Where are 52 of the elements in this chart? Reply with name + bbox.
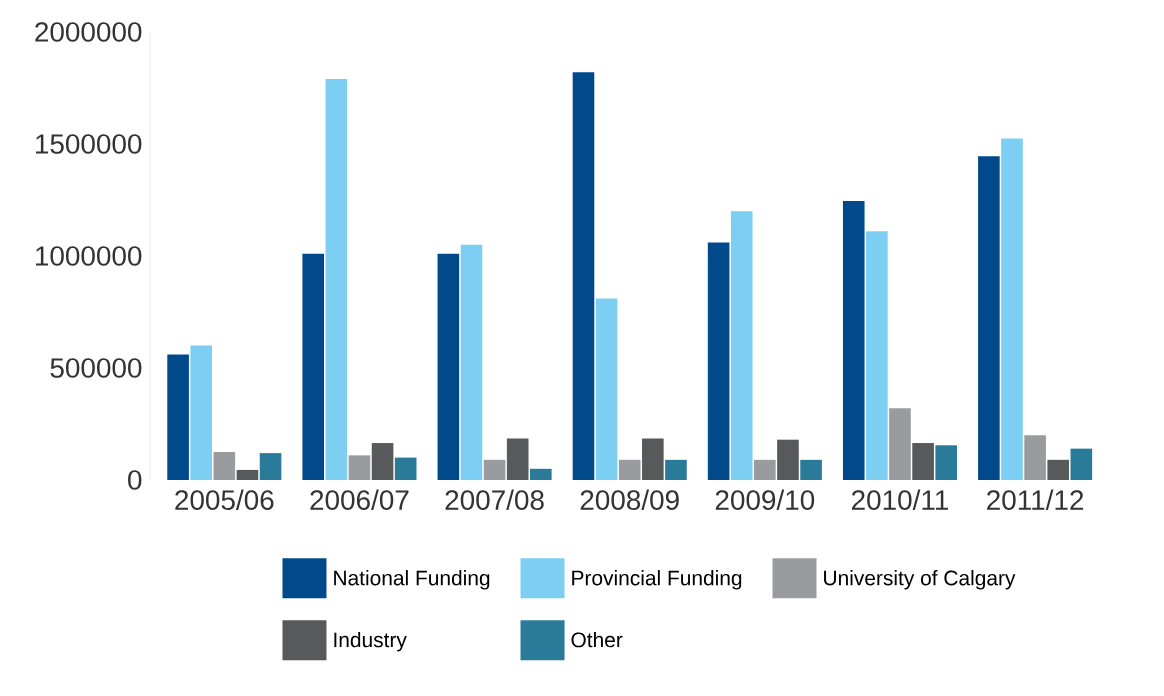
y-tick-label: 1000000 [36, 246, 142, 266]
bar [642, 438, 664, 480]
bar [190, 345, 213, 480]
bar [371, 443, 394, 480]
bar [618, 459, 641, 480]
x-tick-label: 2005/06 [175, 489, 274, 510]
bar [978, 156, 1000, 480]
legend-label: University of Calgary [824, 570, 1016, 590]
bar [302, 253, 325, 480]
bar [595, 298, 618, 480]
bar [754, 459, 776, 480]
legend-label: Other [571, 631, 623, 648]
bar [935, 445, 958, 480]
legend-label: National Funding [334, 570, 490, 590]
bar [325, 79, 348, 480]
bar [707, 242, 730, 480]
bar [730, 211, 753, 480]
y-tick-label: 500000 [50, 358, 142, 378]
bar [348, 455, 371, 480]
bar [842, 201, 865, 480]
bar [530, 468, 552, 480]
x-tick-label: 2009/10 [715, 489, 815, 510]
bar [506, 438, 529, 480]
bar [213, 452, 236, 480]
legend-label: Industry [334, 631, 407, 652]
bar [777, 439, 799, 480]
bar [460, 244, 483, 480]
y-tick-label: 1500000 [36, 134, 142, 154]
bar [1024, 435, 1046, 480]
bar [437, 253, 460, 480]
x-tick-label: 2007/08 [445, 489, 544, 510]
bar [800, 459, 822, 480]
bar [1047, 459, 1070, 480]
bar [665, 459, 687, 480]
bar [236, 469, 259, 480]
y-tick-label: 2000000 [35, 22, 142, 42]
bar [483, 459, 506, 480]
x-tick-label: 2011/12 [987, 489, 1084, 510]
x-tick-label: 2008/09 [580, 489, 679, 510]
bar [167, 354, 189, 480]
bar [1070, 448, 1093, 480]
bar [259, 453, 282, 480]
bar [912, 443, 934, 480]
bar [866, 231, 888, 480]
bar [394, 457, 417, 480]
legend-label: Provincial Funding [572, 570, 742, 590]
x-tick-label: 2010/11 [852, 489, 948, 510]
x-tick-label: 2006/07 [310, 489, 409, 510]
bar [572, 72, 595, 480]
bar [889, 408, 911, 480]
y-tick-label: 0 [128, 470, 142, 490]
bar [1001, 138, 1023, 480]
